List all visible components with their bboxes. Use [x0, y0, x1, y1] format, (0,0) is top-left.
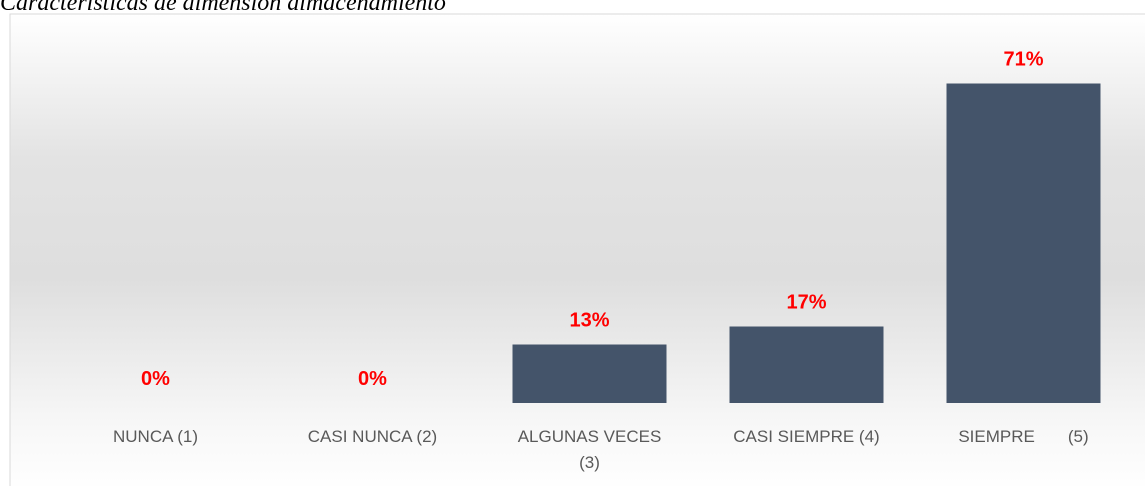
bar	[946, 83, 1101, 403]
x-tick-label: CASI NUNCA (2)	[308, 427, 437, 446]
value-label: 17%	[786, 292, 826, 314]
x-tick-label: CASI SIEMPRE (4)	[733, 427, 879, 446]
x-tick-label: NUNCA (1)	[113, 427, 198, 446]
value-label: 0%	[358, 368, 387, 390]
value-label: 71%	[1003, 49, 1043, 71]
bar	[512, 344, 667, 403]
bar	[729, 326, 884, 403]
x-tick-label: ALGUNAS VECES (3)	[518, 427, 662, 472]
value-label: 13%	[569, 310, 609, 332]
chart-title: Características de dimensión almacenamie…	[0, 0, 446, 16]
value-label: 0%	[141, 368, 170, 390]
x-tick-label: SIEMPRE (5)	[958, 427, 1088, 446]
